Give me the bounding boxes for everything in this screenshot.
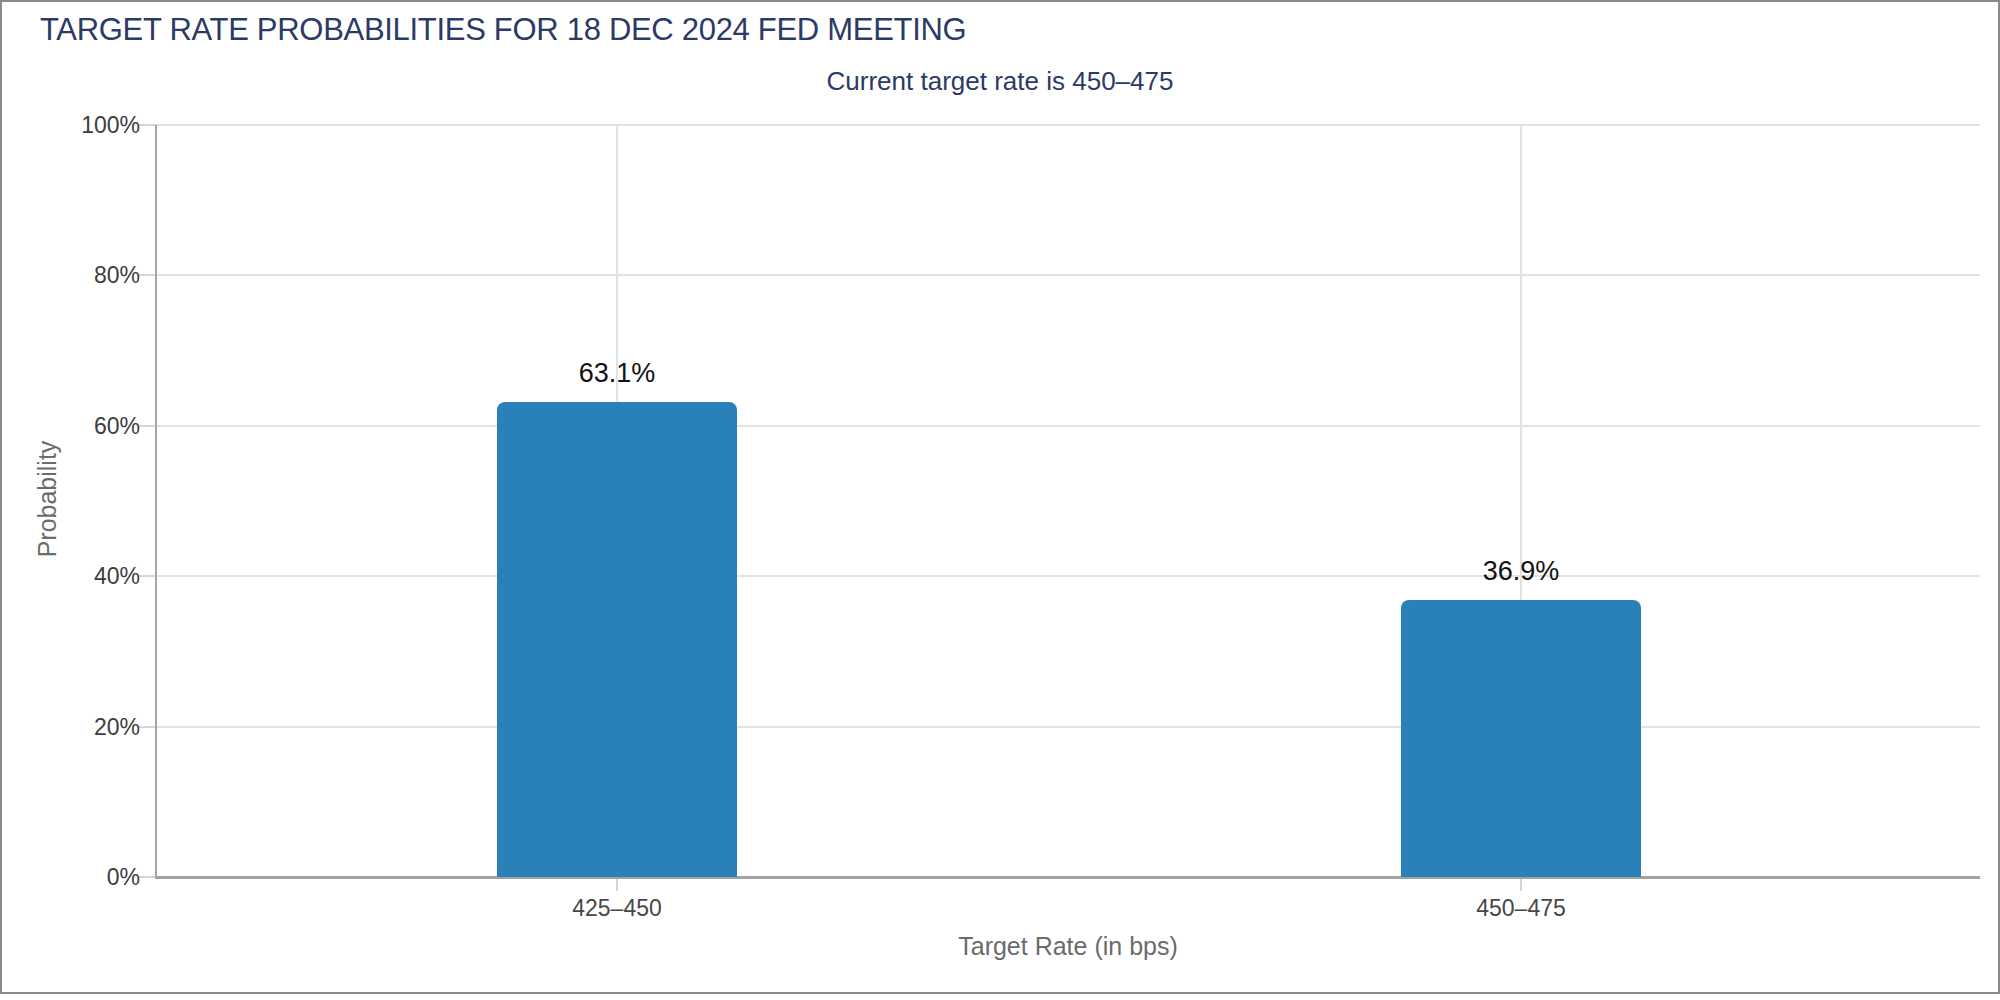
x-axis-line: [155, 876, 1980, 879]
x-axis-title: Target Rate (in bps): [958, 932, 1178, 961]
y-axis-line: [155, 125, 157, 879]
gridline-h-40: [157, 575, 1980, 577]
x-tick-label: 450–475: [1401, 895, 1641, 922]
y-axis-title: Probability: [33, 441, 62, 558]
bar-value-label: 36.9%: [1401, 556, 1641, 587]
y-tick-label: 40%: [50, 562, 140, 590]
x-tick-label: 425–450: [497, 895, 737, 922]
y-tick-label: 20%: [50, 713, 140, 741]
gridline-h-60: [157, 425, 1980, 427]
x-tick-0: [616, 879, 618, 891]
y-tick-label: 60%: [50, 412, 140, 440]
bar-value-label: 63.1%: [497, 358, 737, 389]
bar-chart: 0% 20% 40% 60% 80% 100% 63.1% 425–450 36.9% 450–4…: [2, 2, 1998, 992]
y-tick-label: 0%: [50, 863, 140, 891]
y-tick-label: 80%: [50, 261, 140, 289]
gridline-h-80: [157, 274, 1980, 276]
gridline-h-100: [157, 124, 1980, 126]
bar-450–475[interactable]: [1401, 600, 1641, 877]
bar-425–450[interactable]: [497, 402, 737, 877]
x-tick-1: [1520, 879, 1522, 891]
gridline-h-20: [157, 726, 1980, 728]
y-tick-label: 100%: [50, 111, 140, 139]
chart-window: TARGET RATE PROBABILITIES FOR 18 DEC 202…: [0, 0, 2000, 994]
